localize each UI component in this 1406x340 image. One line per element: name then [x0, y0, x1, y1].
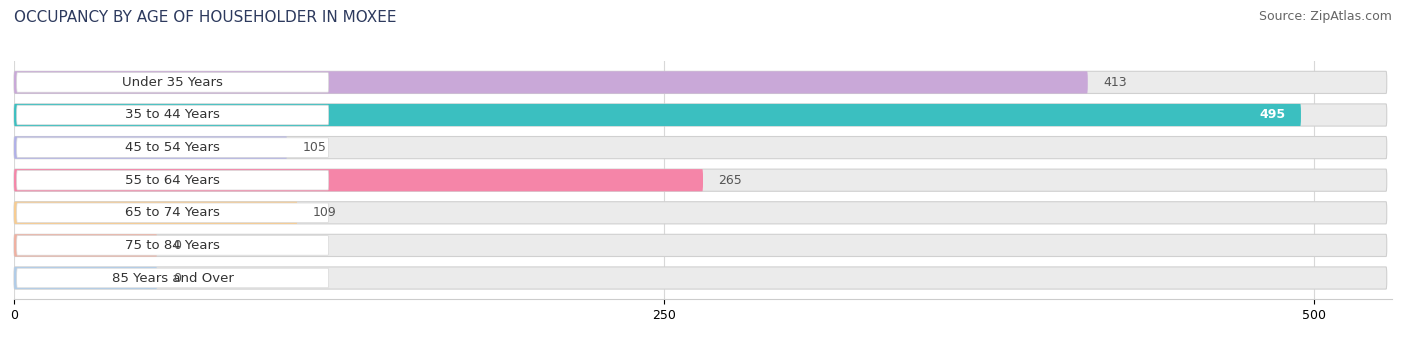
Text: 75 to 84 Years: 75 to 84 Years — [125, 239, 221, 252]
FancyBboxPatch shape — [17, 138, 329, 157]
FancyBboxPatch shape — [17, 236, 329, 255]
FancyBboxPatch shape — [14, 169, 703, 191]
FancyBboxPatch shape — [14, 104, 1301, 126]
FancyBboxPatch shape — [14, 71, 1088, 94]
Text: 0: 0 — [173, 272, 180, 285]
FancyBboxPatch shape — [17, 105, 329, 125]
Text: 65 to 74 Years: 65 to 74 Years — [125, 206, 221, 219]
Text: 35 to 44 Years: 35 to 44 Years — [125, 108, 221, 121]
Text: 55 to 64 Years: 55 to 64 Years — [125, 174, 221, 187]
FancyBboxPatch shape — [17, 203, 329, 223]
FancyBboxPatch shape — [14, 104, 1386, 126]
FancyBboxPatch shape — [14, 71, 1386, 94]
Text: 0: 0 — [173, 239, 180, 252]
Text: 495: 495 — [1260, 108, 1285, 121]
FancyBboxPatch shape — [14, 202, 298, 224]
FancyBboxPatch shape — [14, 137, 287, 159]
FancyBboxPatch shape — [14, 267, 157, 289]
FancyBboxPatch shape — [14, 202, 1386, 224]
Text: 109: 109 — [314, 206, 337, 219]
FancyBboxPatch shape — [17, 73, 329, 92]
Text: Source: ZipAtlas.com: Source: ZipAtlas.com — [1258, 10, 1392, 23]
FancyBboxPatch shape — [17, 170, 329, 190]
Text: Under 35 Years: Under 35 Years — [122, 76, 224, 89]
FancyBboxPatch shape — [14, 267, 1386, 289]
FancyBboxPatch shape — [14, 169, 1386, 191]
Text: 45 to 54 Years: 45 to 54 Years — [125, 141, 221, 154]
FancyBboxPatch shape — [17, 268, 329, 288]
FancyBboxPatch shape — [14, 137, 1386, 159]
Text: 413: 413 — [1104, 76, 1128, 89]
FancyBboxPatch shape — [14, 234, 157, 256]
FancyBboxPatch shape — [14, 234, 1386, 256]
Text: 265: 265 — [718, 174, 742, 187]
Text: 85 Years and Over: 85 Years and Over — [111, 272, 233, 285]
Text: 105: 105 — [302, 141, 326, 154]
Text: OCCUPANCY BY AGE OF HOUSEHOLDER IN MOXEE: OCCUPANCY BY AGE OF HOUSEHOLDER IN MOXEE — [14, 10, 396, 25]
